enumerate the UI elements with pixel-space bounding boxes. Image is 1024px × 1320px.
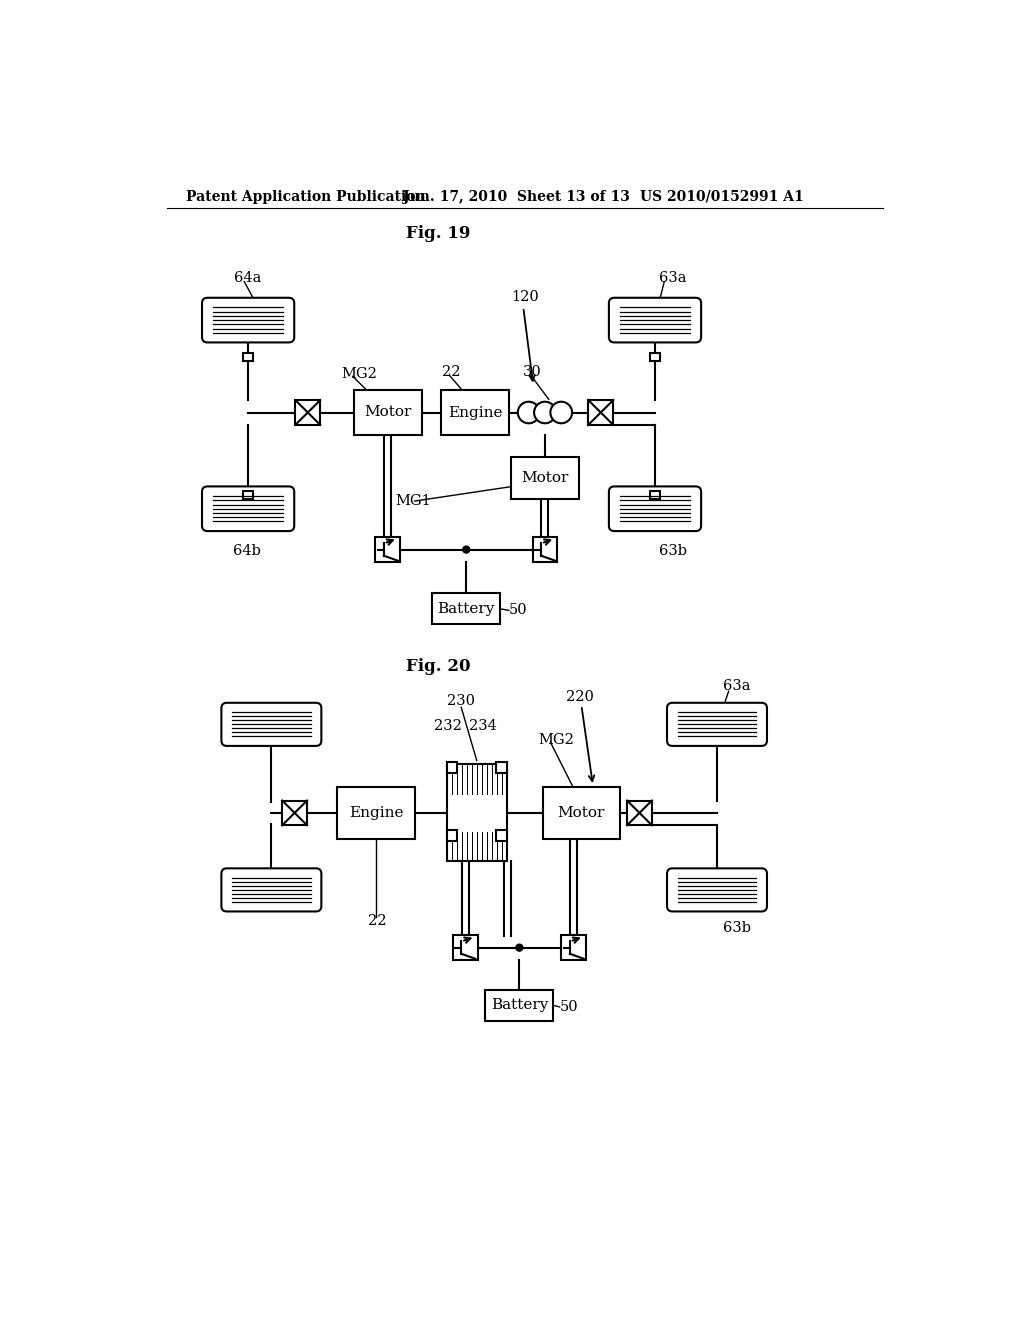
Bar bbox=[375, 537, 400, 562]
FancyBboxPatch shape bbox=[202, 487, 294, 531]
Text: 63b: 63b bbox=[723, 921, 752, 936]
Text: 50: 50 bbox=[560, 1001, 579, 1014]
Text: Battery: Battery bbox=[437, 602, 495, 616]
Bar bbox=[353, 391, 422, 434]
FancyBboxPatch shape bbox=[221, 869, 322, 911]
Bar bbox=[496, 762, 507, 774]
Text: 230: 230 bbox=[447, 694, 475, 709]
Text: 120: 120 bbox=[512, 290, 540, 304]
Text: 22: 22 bbox=[369, 913, 387, 928]
Text: Motor: Motor bbox=[558, 807, 605, 820]
Text: 50: 50 bbox=[509, 603, 527, 618]
Text: 63a: 63a bbox=[658, 271, 686, 285]
Text: 64a: 64a bbox=[234, 271, 261, 285]
Bar bbox=[432, 594, 501, 624]
Bar bbox=[441, 391, 509, 434]
Text: MG1: MG1 bbox=[395, 494, 431, 508]
Bar bbox=[650, 491, 659, 499]
Bar bbox=[532, 537, 557, 562]
FancyBboxPatch shape bbox=[202, 298, 294, 342]
Text: Battery: Battery bbox=[490, 998, 548, 1012]
Text: 234: 234 bbox=[469, 719, 497, 733]
Bar bbox=[627, 800, 652, 825]
Circle shape bbox=[463, 546, 470, 553]
Bar bbox=[446, 762, 458, 774]
Bar bbox=[244, 354, 253, 360]
FancyBboxPatch shape bbox=[221, 702, 322, 746]
Text: Engine: Engine bbox=[447, 405, 503, 420]
Text: 30: 30 bbox=[523, 364, 542, 379]
Text: Patent Application Publication: Patent Application Publication bbox=[186, 190, 426, 203]
Circle shape bbox=[516, 944, 523, 952]
Text: Jun. 17, 2010  Sheet 13 of 13: Jun. 17, 2010 Sheet 13 of 13 bbox=[403, 190, 630, 203]
FancyBboxPatch shape bbox=[609, 487, 701, 531]
Circle shape bbox=[535, 401, 556, 424]
Bar bbox=[543, 787, 621, 840]
Text: 22: 22 bbox=[442, 364, 461, 379]
Text: Motor: Motor bbox=[521, 471, 568, 484]
Bar bbox=[511, 457, 579, 499]
Text: 64b: 64b bbox=[232, 544, 260, 558]
Bar bbox=[650, 354, 659, 360]
Bar bbox=[337, 787, 415, 840]
Bar bbox=[446, 764, 507, 862]
Text: 220: 220 bbox=[566, 690, 594, 705]
Text: US 2010/0152991 A1: US 2010/0152991 A1 bbox=[640, 190, 803, 203]
FancyBboxPatch shape bbox=[667, 869, 767, 911]
Text: MG2: MG2 bbox=[539, 733, 574, 747]
Text: Fig. 20: Fig. 20 bbox=[406, 659, 470, 675]
Text: Fig. 19: Fig. 19 bbox=[406, 224, 470, 242]
Bar bbox=[244, 491, 253, 499]
Bar bbox=[561, 936, 586, 960]
Circle shape bbox=[518, 401, 540, 424]
Text: Engine: Engine bbox=[349, 807, 403, 820]
Bar bbox=[295, 400, 321, 425]
Bar bbox=[446, 830, 458, 841]
FancyBboxPatch shape bbox=[609, 298, 701, 342]
Text: 232: 232 bbox=[434, 719, 462, 733]
Bar bbox=[496, 830, 507, 841]
Circle shape bbox=[550, 401, 572, 424]
Bar bbox=[589, 400, 613, 425]
Bar bbox=[453, 936, 477, 960]
Text: MG2: MG2 bbox=[341, 367, 377, 381]
Text: 63a: 63a bbox=[723, 678, 751, 693]
Bar bbox=[485, 990, 554, 1020]
Text: Motor: Motor bbox=[364, 405, 412, 420]
Bar bbox=[283, 800, 307, 825]
FancyBboxPatch shape bbox=[667, 702, 767, 746]
Text: 63b: 63b bbox=[658, 544, 687, 558]
